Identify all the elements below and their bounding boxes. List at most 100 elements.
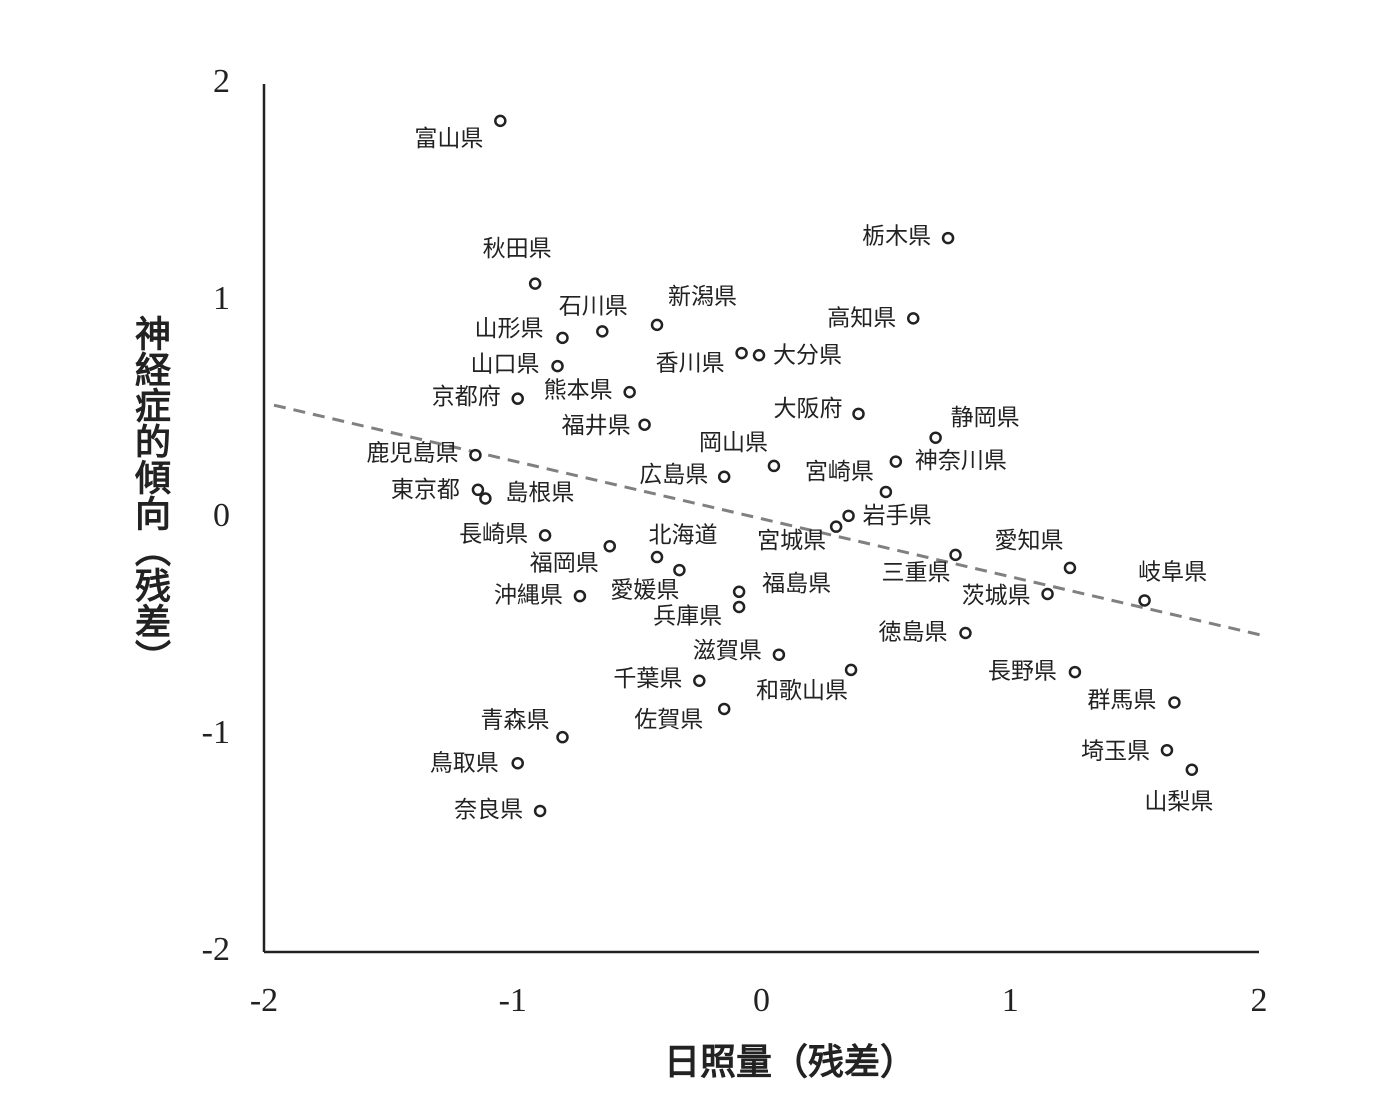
point-label: 沖縄県 [494, 582, 563, 607]
point-label: 佐賀県 [634, 707, 703, 732]
point-label: 岐阜県 [1138, 560, 1207, 585]
point-label: 群馬県 [1087, 688, 1156, 713]
point [929, 431, 942, 444]
point [1041, 587, 1054, 601]
x-axis-title: 日照量（残差） [664, 1042, 916, 1083]
point-label: 奈良県 [454, 797, 523, 822]
point [673, 563, 686, 577]
point-label: 鹿児島県 [366, 440, 458, 465]
point [852, 407, 865, 421]
x-tick-label: 0 [753, 982, 770, 1019]
point-label: 静岡県 [951, 405, 1020, 430]
point-label: 京都府 [432, 384, 501, 409]
point-label: 岩手県 [863, 503, 932, 528]
point [511, 392, 524, 405]
point [1138, 594, 1151, 607]
point [556, 331, 569, 345]
point [538, 529, 552, 542]
x-tick-label: 2 [1251, 982, 1268, 1019]
y-tick-label: -2 [202, 931, 230, 968]
point-label: 島根県 [505, 480, 574, 505]
point [573, 589, 587, 603]
x-tick-label: -1 [499, 982, 527, 1019]
point-label: 愛媛県 [610, 577, 679, 602]
point-label: 鳥取県 [430, 750, 499, 775]
point-label: 北海道 [649, 522, 718, 547]
point [469, 448, 482, 462]
point-label: 愛知県 [994, 528, 1063, 553]
point-label: 東京都 [391, 477, 460, 502]
point [1063, 561, 1077, 575]
point-label: 栃木県 [862, 223, 931, 248]
point-label: 茨城県 [962, 583, 1031, 608]
point [1185, 763, 1199, 776]
point-label: 山口県 [471, 351, 540, 376]
point [735, 346, 748, 360]
y-tick-label: 0 [213, 497, 230, 534]
point [650, 318, 664, 332]
point-label: 富山県 [414, 126, 483, 151]
point [638, 418, 651, 431]
point [717, 702, 731, 716]
point [603, 539, 617, 553]
point [959, 626, 972, 640]
point [767, 459, 781, 473]
point-label: 新潟県 [668, 284, 737, 309]
point [732, 600, 746, 614]
point-label: 福岡県 [530, 550, 599, 575]
point [479, 492, 492, 505]
point [533, 804, 547, 818]
y-axis-title: 神経症的傾向（残差） [129, 315, 172, 675]
point [1168, 696, 1181, 709]
x-tick-label: -2 [250, 982, 278, 1019]
point-label: 秋田県 [483, 236, 552, 261]
point-label: 長野県 [988, 658, 1057, 683]
point-label: 大分県 [773, 343, 842, 368]
point-label: 石川県 [559, 294, 628, 319]
point [551, 359, 564, 373]
point-label: 徳島県 [878, 619, 947, 644]
point [717, 470, 731, 484]
point-label: 和歌山県 [756, 678, 848, 703]
point [889, 455, 903, 468]
point [623, 385, 636, 399]
point-label: 香川県 [656, 350, 725, 375]
point-label: 青森県 [481, 707, 550, 732]
point [511, 756, 524, 770]
point [949, 548, 962, 562]
point [650, 550, 664, 564]
y-tick-label: -1 [202, 714, 230, 751]
point-label: 埼玉県 [1081, 738, 1150, 763]
point-label: 熊本県 [544, 377, 613, 402]
point-label: 高知県 [827, 306, 896, 331]
point-label: 兵庫県 [653, 603, 722, 628]
point [752, 349, 766, 362]
point [829, 520, 843, 533]
point-label: 福島県 [762, 571, 831, 596]
point-label: 岡山県 [699, 430, 768, 455]
point-label: 三重県 [882, 560, 951, 585]
point-label: 長崎県 [459, 522, 528, 547]
point [844, 663, 858, 677]
point-label: 山梨県 [1144, 789, 1213, 814]
point [556, 730, 569, 744]
point-label: 山形県 [475, 316, 544, 341]
point-label: 福井県 [562, 413, 631, 438]
point-label: 神奈川県 [915, 448, 1007, 473]
trend-line [273, 403, 1262, 637]
y-tick-label: 1 [213, 280, 230, 317]
point-label: 広島県 [639, 462, 708, 487]
point [1160, 743, 1174, 757]
point [528, 277, 542, 290]
point [842, 509, 855, 523]
point-label: 滋賀県 [693, 638, 762, 663]
point [879, 485, 893, 499]
point [596, 325, 609, 338]
point [941, 231, 955, 245]
point-label: 宮崎県 [805, 459, 874, 484]
point-label: 大阪府 [774, 396, 843, 421]
point [471, 483, 485, 497]
point [772, 648, 786, 661]
point-label: 宮城県 [757, 528, 826, 553]
